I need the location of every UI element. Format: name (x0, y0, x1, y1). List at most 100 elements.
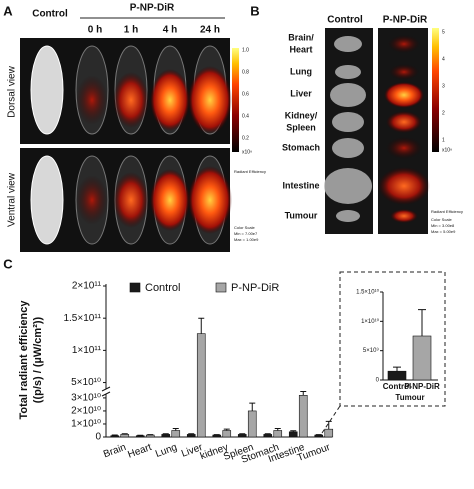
error-bar (223, 428, 230, 431)
bar (110, 435, 120, 438)
signal (113, 72, 149, 128)
label: Radiant Efficiency (431, 209, 463, 214)
y-tick-label: 3×10¹⁰ (71, 393, 101, 404)
label: Liver (290, 88, 312, 98)
bar (120, 434, 130, 438)
organ (384, 82, 424, 108)
bar (145, 434, 155, 438)
y-tick-label: 0 (376, 378, 380, 384)
error-bar (172, 428, 179, 431)
label: ((p/s) / (µW/cm²)) (32, 316, 44, 403)
bar (135, 435, 145, 438)
inset-box (339, 271, 446, 407)
legend-swatch (129, 282, 141, 293)
label: 3 (442, 83, 445, 89)
colorbar (232, 48, 239, 152)
label: x10⁹ (442, 147, 452, 153)
label: Min = 3.00e8 (431, 223, 455, 228)
label: Control (327, 15, 363, 26)
bar (263, 434, 273, 438)
axis-break (101, 386, 111, 392)
organ (332, 138, 364, 158)
error-bar (239, 433, 246, 435)
images (20, 17, 446, 434)
x-axis-label: Tumour (395, 393, 424, 402)
label: Heart (289, 44, 312, 54)
legend-label: P-NP-DiR (231, 282, 279, 294)
organ (336, 210, 360, 222)
label: x10⁹ (242, 149, 252, 155)
label: 0.2 (242, 135, 249, 141)
error-bar (188, 433, 195, 435)
label: Kidney/ (285, 110, 318, 120)
colorbar (432, 28, 439, 152)
mouse (30, 45, 64, 135)
legend-swatch (215, 282, 227, 293)
x-tick-label: Lung (154, 442, 179, 460)
bar (273, 430, 283, 438)
label: 0.8 (242, 69, 249, 75)
label: 0.4 (242, 113, 249, 119)
label: Color Scale (431, 217, 452, 222)
bar (412, 335, 432, 381)
label: Min = 7.00e7 (234, 231, 258, 236)
y-tick-label: 5×10⁹ (363, 347, 380, 354)
organ (390, 209, 418, 223)
label: Tumour (285, 210, 318, 220)
organ (389, 64, 419, 80)
label: A (3, 3, 13, 18)
organ (324, 168, 372, 204)
error-bar (264, 433, 271, 435)
bar (387, 370, 407, 381)
y-tick-label: 1×10¹⁰ (71, 419, 101, 430)
error-bar (162, 433, 169, 435)
label: 2 (442, 110, 445, 116)
signal (188, 166, 232, 234)
label: 0.6 (242, 91, 249, 97)
bar (298, 395, 308, 438)
bar (314, 434, 324, 438)
label: 24 h (200, 25, 220, 36)
bar (222, 430, 232, 438)
x-tick-label: Brain (102, 442, 128, 460)
label: 5 (442, 29, 445, 35)
bar (288, 431, 298, 438)
error-bar (274, 428, 281, 431)
bar (196, 333, 206, 438)
axis-break (101, 391, 111, 397)
label: Lung (290, 66, 312, 76)
label: Spleen (286, 122, 316, 132)
label: B (250, 3, 259, 18)
bar (324, 428, 334, 438)
signal (150, 169, 190, 231)
error-bar (393, 366, 401, 372)
organ (386, 111, 422, 133)
label: 4 (442, 56, 445, 62)
mouse (30, 155, 64, 245)
label: Brain/ (288, 32, 314, 42)
error-bar (121, 433, 128, 435)
y-tick-label: 0 (95, 432, 101, 443)
signal (150, 69, 190, 131)
label: C (3, 256, 13, 271)
label: Stomach (282, 142, 320, 152)
y-tick-label: 1.5×10¹¹ (63, 313, 101, 324)
bar (171, 430, 181, 438)
label: P-NP-DiR (130, 3, 175, 14)
y-tick-label: 1.5×10¹⁰ (356, 289, 380, 296)
y-tick-label: 1×10¹⁰ (361, 318, 380, 325)
bar (237, 434, 247, 438)
y-tick-label: 5×10¹⁰ (71, 377, 101, 388)
label: 4 h (163, 25, 177, 36)
label: Intestine (282, 180, 319, 190)
organ (378, 167, 430, 205)
x-tick-label: P-NP-DiR (404, 382, 440, 391)
error-bar (300, 391, 307, 396)
y-tick-label: 1×10¹¹ (72, 345, 102, 356)
legend-label: Control (145, 282, 180, 294)
label: Max = 1.00e9 (234, 237, 259, 242)
error-bar (198, 317, 205, 334)
organ (334, 36, 362, 52)
bar (186, 434, 196, 438)
